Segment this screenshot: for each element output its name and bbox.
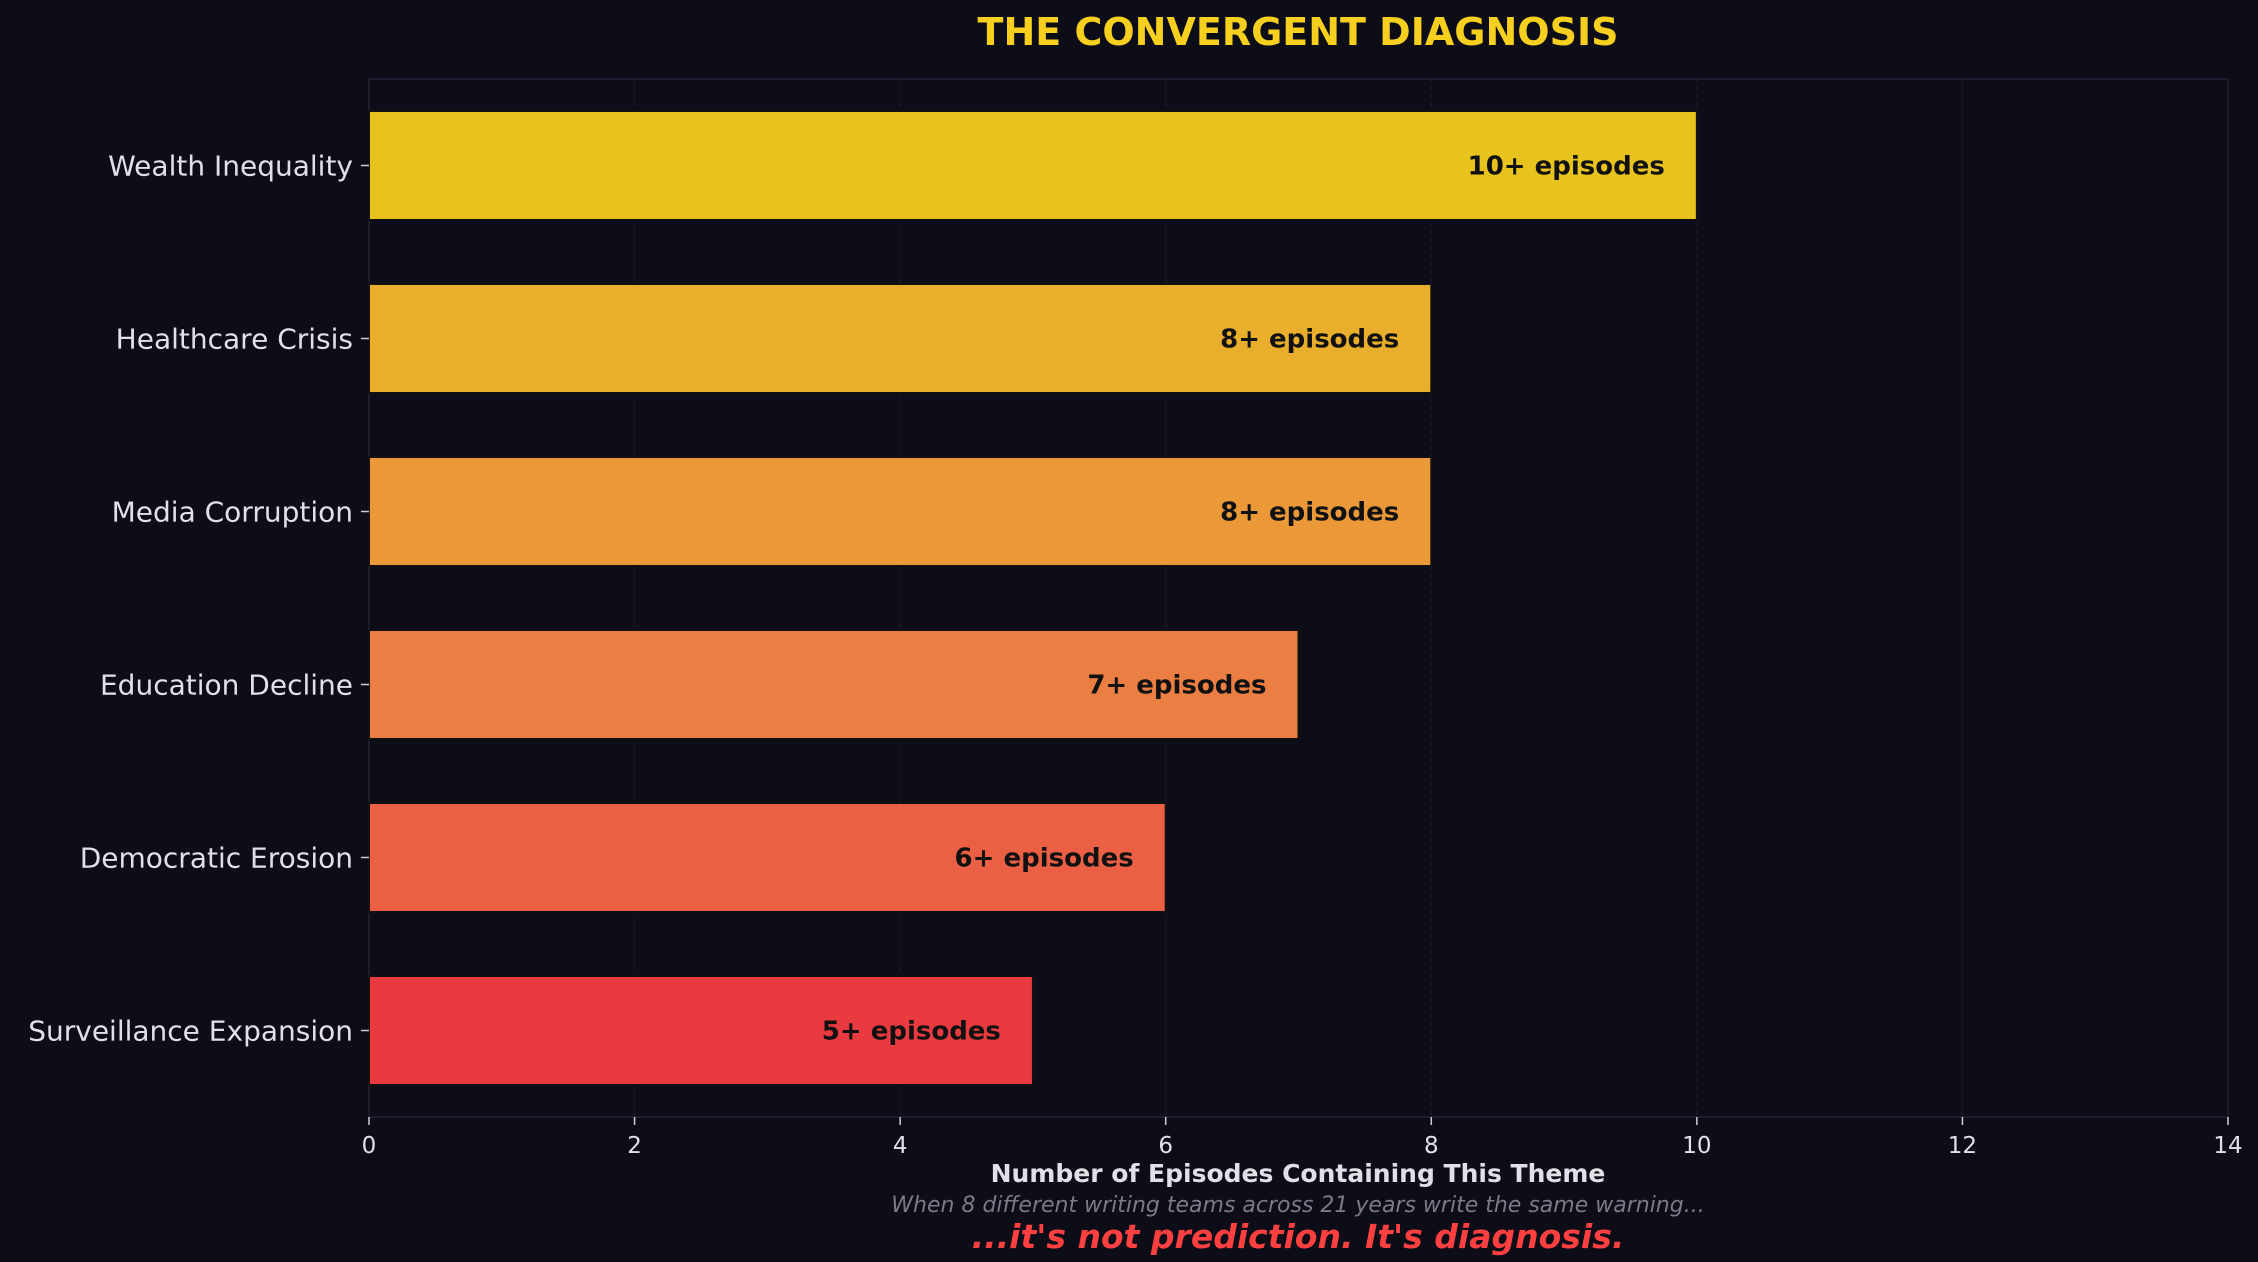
bar-value-label: 10+ episodes — [1468, 152, 1665, 182]
bar-value-label: 8+ episodes — [1220, 325, 1399, 355]
x-tick-label: 4 — [893, 1133, 908, 1159]
x-tick-label: 14 — [2213, 1133, 2242, 1159]
x-tick-label: 12 — [1948, 1133, 1977, 1159]
x-tick-label: 8 — [1424, 1133, 1439, 1159]
tagline: ...it's not prediction. It's diagnosis. — [972, 1217, 1625, 1256]
bar-value-label: 7+ episodes — [1087, 671, 1266, 701]
x-tick-label: 10 — [1682, 1133, 1711, 1159]
y-tick-label: Surveillance Expansion — [28, 1015, 353, 1048]
x-tick-label: 0 — [362, 1133, 377, 1159]
chart-title: THE CONVERGENT DIAGNOSIS — [978, 10, 1619, 54]
bar-value-label: 5+ episodes — [822, 1017, 1001, 1047]
subtitle: When 8 different writing teams across 21… — [891, 1193, 1704, 1218]
x-tick-label: 6 — [1158, 1133, 1173, 1159]
y-tick-label: Democratic Erosion — [80, 842, 353, 875]
y-tick-label: Wealth Inequality — [108, 150, 353, 183]
bar-value-label: 8+ episodes — [1220, 498, 1399, 528]
bar-value-label: 6+ episodes — [955, 844, 1134, 874]
y-tick-label: Media Corruption — [112, 496, 353, 529]
y-tick-label: Healthcare Crisis — [116, 323, 353, 356]
y-tick-label: Education Decline — [100, 669, 353, 702]
plot-area — [369, 79, 2228, 1117]
x-tick-label: 2 — [627, 1133, 642, 1159]
x-axis-label: Number of Episodes Containing This Theme — [991, 1159, 1606, 1188]
